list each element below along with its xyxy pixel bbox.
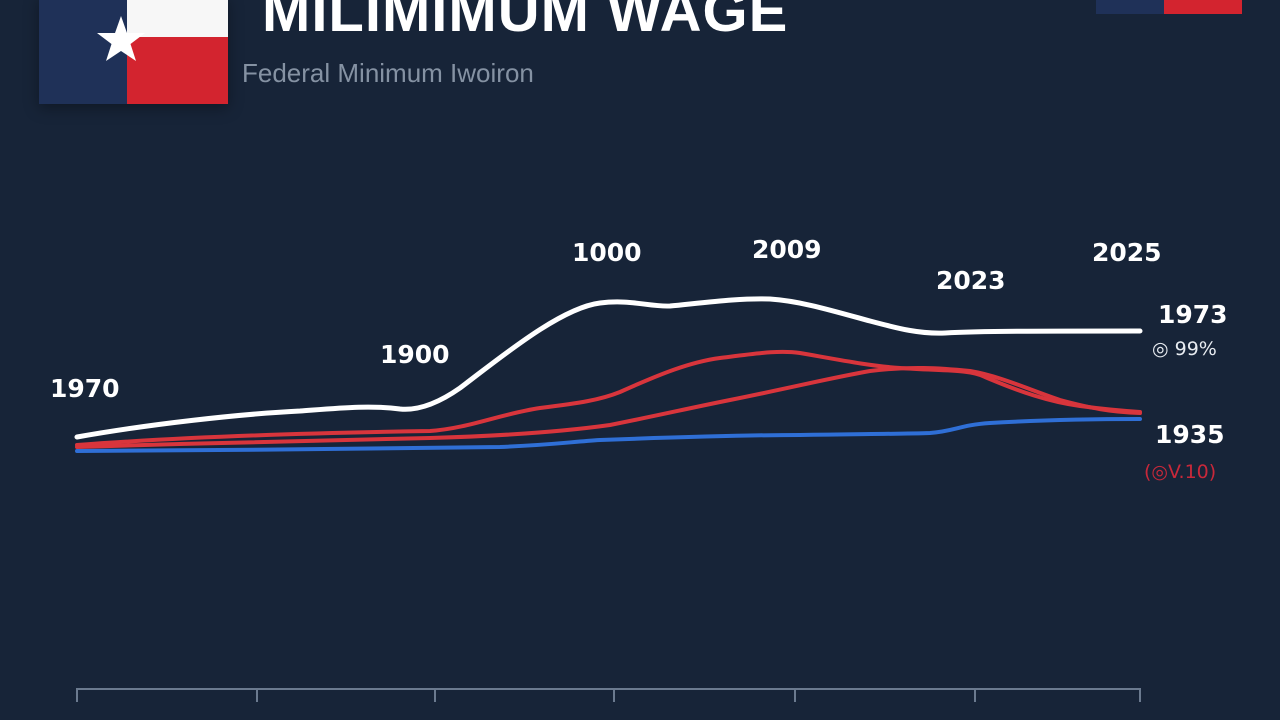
annotation-1970: 1970 — [50, 374, 120, 403]
end-label-blue: 1935 — [1155, 420, 1225, 449]
page-title: MILIMIMUM WAGE — [262, 0, 789, 44]
x-axis — [76, 688, 1141, 702]
annotation-2025: 2025 — [1092, 238, 1162, 267]
series-red-upper-line — [75, 349, 1142, 447]
annotation-1000: 1000 — [572, 238, 642, 267]
series-blue-line — [75, 417, 1142, 453]
annotation-2023: 2023 — [936, 266, 1006, 295]
end-sublabel-white: ◎ 99% — [1152, 338, 1217, 360]
flag-fragment — [1096, 0, 1242, 14]
star-icon — [97, 16, 145, 61]
end-sublabel-red: (◎V.10) — [1144, 461, 1217, 483]
annotation-2009: 2009 — [752, 235, 822, 264]
flag-fragment-red — [1164, 0, 1242, 14]
flag-white-stripe — [127, 0, 228, 37]
end-label-white: 1973 — [1158, 300, 1228, 329]
series-red-lower-line — [75, 365, 1142, 449]
page-subtitle: Federal Minimum Iwoiron — [242, 58, 534, 88]
series-white-line — [74, 296, 1143, 440]
flag-red-stripe — [127, 37, 228, 104]
annotation-1900: 1900 — [380, 340, 450, 369]
texas-flag-logo — [39, 0, 228, 104]
flag-fragment-blue — [1096, 0, 1164, 14]
